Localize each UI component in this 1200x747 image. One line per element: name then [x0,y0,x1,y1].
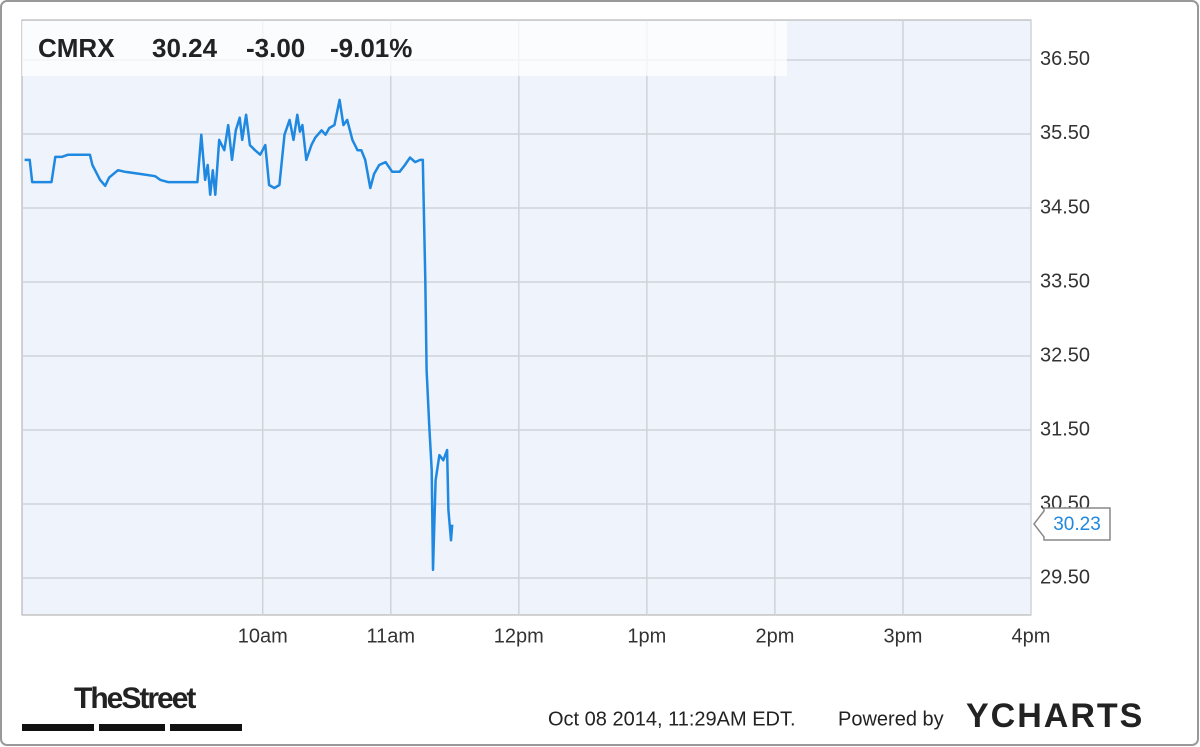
source-logo: TheStreet [74,682,196,715]
price-line [24,98,454,572]
logo-bar [170,724,242,731]
x-tick-label: 4pm [1012,625,1051,647]
y-tick-label: 36.50 [1040,48,1090,70]
logo-bar [22,724,94,731]
y-tick-label: 33.50 [1040,270,1090,292]
change: -3.00 [246,33,305,63]
last-value-box [1033,507,1111,541]
y-tick-label: 29.50 [1040,566,1090,588]
last-value-label: 30.23 [1053,514,1101,535]
x-tick-label: 1pm [627,625,666,647]
y-tick-label: 31.50 [1040,418,1090,440]
change-percent: -9.01% [330,33,412,63]
powered-by: Powered by [838,708,944,730]
x-tick-label: 10am [238,625,288,647]
x-tick-label: 3pm [884,625,923,647]
x-tick-label: 11am [366,625,415,647]
x-tick-label: 2pm [755,625,794,647]
ticker: CMRX [38,33,115,63]
header-box [22,21,787,76]
y-tick-label: 35.50 [1040,122,1090,144]
logo-bar [99,724,165,731]
y-tick-label: 34.50 [1040,196,1090,218]
brand: YCHARTS [966,697,1144,735]
x-tick-label: 12pm [494,625,544,647]
price: 30.24 [152,33,218,63]
plot-area [21,19,1032,616]
timestamp: Oct 08 2014, 11:29AM EDT. [548,708,796,730]
y-tick-label: 32.50 [1040,344,1090,366]
